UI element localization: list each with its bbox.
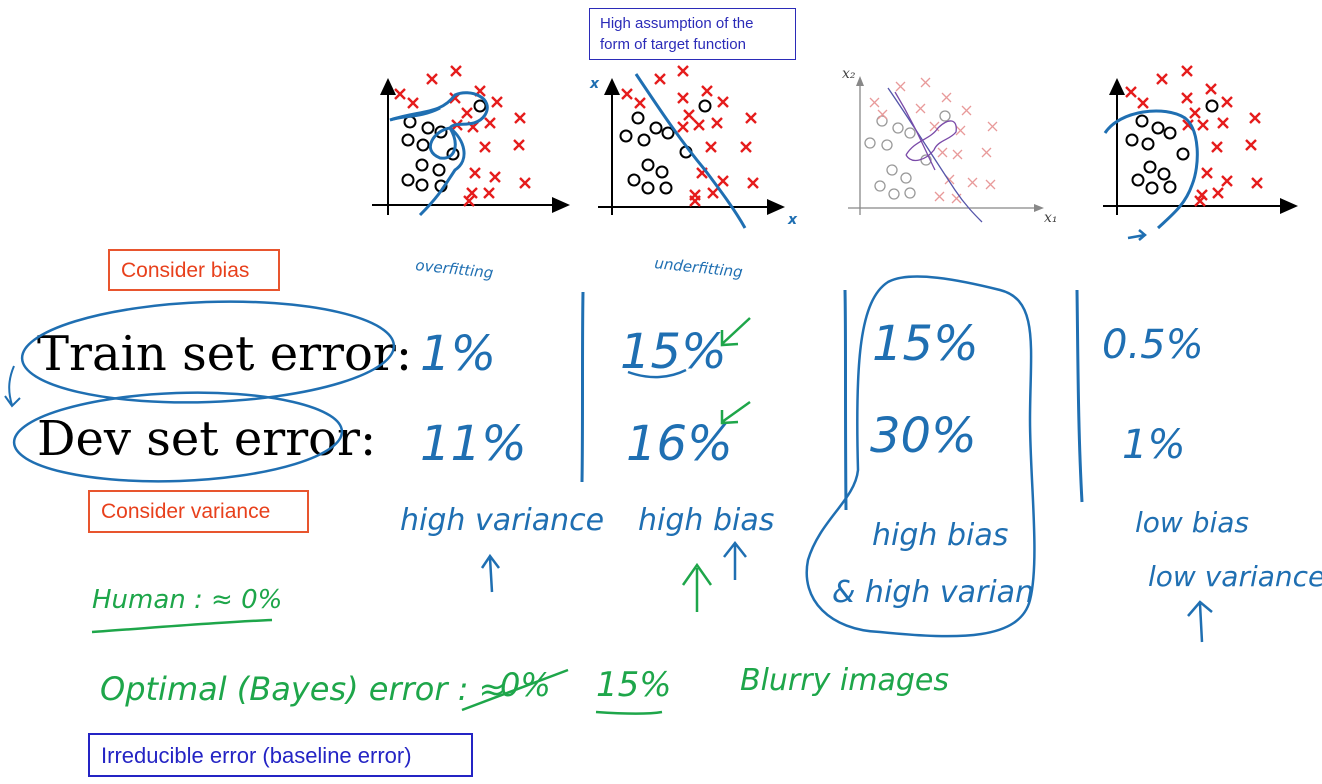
col3-train-value: 15% [872,316,979,372]
underfit-crosses [621,65,759,207]
col2-train-underline [627,368,687,379]
y-axis-arrow [604,78,620,95]
underfit-note: underfitting [654,254,744,281]
x-axis-arrow [1280,198,1298,214]
col4-diagnosis-2: low variance [1148,560,1322,593]
col2-blue-up-arrow [723,540,747,580]
dev-ellipse [12,391,344,483]
blurry-images-note: Blurry images [740,663,949,698]
y-axis-arrow [380,78,396,95]
mixed-crosses [869,77,998,204]
goodfit-circles [1125,99,1219,195]
human-underline [91,618,273,634]
mid-y-label: x₂ [842,66,856,82]
fifteen-percent-note: 15% [596,665,672,705]
underfit-boundary [634,73,747,229]
separator-1 [580,291,585,483]
underfit-y-label: x [589,76,600,92]
x-axis-arrow [767,199,785,215]
underfit-circles [619,99,712,195]
underfit-x-label: x [787,212,798,228]
train-ellipse [20,300,396,404]
col2-dev-value: 16% [626,416,733,472]
col4-diagnosis-1: low bias [1135,506,1249,539]
overfit-plot [372,65,570,217]
col2-train-value: 15% [620,324,727,380]
dev-label: Dev set error: [37,411,376,467]
col4-dev-value: 1% [1122,422,1185,468]
col2-train-arrow [720,317,751,347]
callout-line-2: form of target function [600,36,746,53]
optimal-error-note: Optimal (Bayes) error : ≈ [100,670,505,708]
y-axis-arrow [1109,78,1125,95]
train-label: Train set error: [37,326,412,382]
x-axis-arrow [552,197,570,213]
mixed-plot: x₂ x₁ [842,66,1058,226]
human-note: Human : ≈ 0% [92,585,282,615]
mid-x-label: x₁ [1044,210,1058,226]
separator-2 [843,289,848,511]
mixed-curve [894,91,957,171]
assumption-callout: High assumption of the form of target fu… [589,8,796,60]
fifteen-underline [595,710,663,715]
col4-train-value: 0.5% [1102,322,1204,368]
consider-variance-box: Consider variance [88,490,309,533]
train-to-dev-arrow [4,365,21,408]
col3-diagnosis-1: high bias [872,518,1008,553]
underfit-plot: x x [589,65,798,229]
col2-dev-arrow [720,400,751,425]
col2-diagnosis: high bias [638,503,774,538]
goodfit-boundary [1103,109,1199,230]
consider-bias-box: Consider bias [108,249,280,291]
col1-train-value: 1% [420,326,496,382]
col3-enclosure [805,275,1036,638]
col3-dev-value: 30% [870,408,977,464]
overfit-note: overfitting [415,256,495,282]
separator-3 [1075,289,1084,503]
col2-green-up-arrow [681,562,713,612]
callout-line-1: High assumption of the [600,15,754,32]
col1-up-arrow [480,553,500,593]
overfit-crosses [394,65,531,207]
goodfit-plot [1103,65,1298,241]
irreducible-error-box: Irreducible error (baseline error) [88,733,473,777]
mixed-line [887,87,983,223]
col4-up-arrow [1187,600,1213,643]
col3-diagnosis-2: & high varian [832,575,1034,610]
strike-line [461,668,569,712]
goodfit-arrow [1127,229,1147,241]
col1-diagnosis: high variance [400,503,604,538]
overfit-boundary [389,91,489,217]
col1-dev-value: 11% [420,416,527,472]
